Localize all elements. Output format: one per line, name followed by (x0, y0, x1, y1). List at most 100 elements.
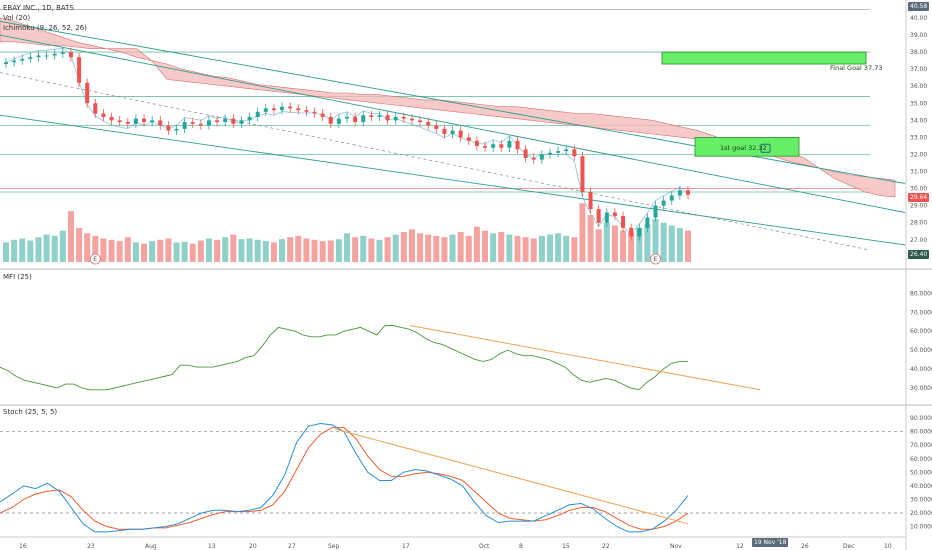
stoch-legend[interactable]: Stoch (25, 5, 5) (3, 408, 58, 416)
volume-bar (116, 241, 123, 262)
volume-bar (181, 241, 188, 262)
volume-bar (214, 239, 221, 262)
price-tick-label: 35.00 (910, 100, 927, 107)
stoch-k-line (0, 422, 689, 533)
candle-body (621, 215, 626, 228)
price-tick-label: 30.00 (910, 186, 927, 193)
mfi-tick-label: 30.0000 (910, 385, 932, 392)
candle-body (68, 52, 73, 58)
candle-body (409, 118, 414, 121)
candle-body (77, 57, 82, 83)
candle-body (661, 200, 666, 206)
candle-body (353, 116, 358, 123)
candle-body (101, 113, 106, 117)
candle-body (653, 205, 658, 218)
candle-body (466, 137, 471, 141)
candle-body (263, 108, 268, 112)
mfi-tick-label: 70.0000 (910, 309, 932, 316)
volume-bar (644, 224, 651, 262)
volume-bar (92, 235, 99, 262)
volume-legend[interactable]: Vol (20) (3, 14, 31, 22)
final-goal-label: Final Goal 37.73 (830, 64, 883, 72)
candle-body (198, 123, 203, 126)
candle-body (629, 227, 634, 237)
mfi-line (0, 325, 688, 391)
candle-body (393, 116, 398, 121)
candle-body (637, 227, 642, 237)
mfi-tick-label: 80.0000 (910, 290, 932, 297)
candle-body (369, 115, 374, 117)
volume-bar (449, 234, 456, 262)
time-tick-label: 16 (19, 543, 27, 550)
stoch-tick-label: 20.0000 (910, 510, 932, 517)
price-tick-label: 33.00 (910, 134, 927, 141)
candle-body (336, 118, 341, 124)
price-tick-label: 37.00 (910, 66, 927, 73)
volume-bar (514, 235, 521, 262)
volume-bar (344, 233, 350, 262)
candle-body (109, 116, 114, 121)
time-tick-label: 22 (602, 543, 610, 550)
candle-body (564, 149, 569, 152)
volume-bar (287, 237, 294, 262)
price-tick-label: 38.00 (910, 49, 927, 56)
volume-bar (498, 231, 505, 262)
last-price-tag: 29.64 (908, 193, 930, 202)
volume-bar (685, 230, 691, 262)
candle-body (296, 108, 301, 111)
volume-bar (254, 239, 261, 262)
candle-body (686, 190, 690, 195)
stoch-tick-label: 10.0000 (910, 524, 932, 531)
volume-bar (465, 235, 472, 262)
candle-body (377, 115, 382, 117)
dashed-trendline (0, 72, 871, 251)
price-tick-label: 39.00 (910, 32, 927, 39)
candle-body (255, 111, 260, 117)
volume-bar (676, 228, 683, 262)
mfi-legend[interactable]: MFI (25) (3, 273, 32, 281)
time-tick-label: 26 (801, 543, 809, 550)
volume-bar (11, 239, 18, 262)
price-tick-label: 34.00 (910, 117, 927, 124)
price-tick-label: 40.00 (910, 15, 927, 22)
candle-body (539, 154, 544, 160)
time-tick-label: 12 (736, 543, 744, 550)
time-tick-label: Oct (479, 543, 490, 550)
candle-body (523, 149, 528, 158)
candle-body (166, 125, 171, 131)
earnings-marker (89, 253, 101, 265)
volume-bar (230, 234, 237, 262)
candle-body (44, 55, 49, 57)
volume-bar (417, 233, 424, 262)
price-tick-label: 36.00 (910, 83, 927, 90)
volume-bar (620, 230, 627, 262)
stoch-tick-label: 40.0000 (910, 483, 932, 490)
candle-body (442, 128, 447, 134)
volume-bar (376, 239, 383, 262)
volume-bar (352, 237, 359, 262)
candle-body (223, 118, 228, 123)
volume-bar (108, 239, 115, 262)
volume-bar (132, 242, 139, 262)
time-tick-label: 13 (208, 543, 216, 550)
time-tick-label: Dec (843, 543, 855, 550)
volume-bar (205, 238, 212, 262)
candle-body (60, 52, 65, 54)
time-tick-label: Nov (670, 543, 682, 550)
volume-bar (490, 233, 497, 262)
candle-body (385, 115, 390, 121)
price-tick-label: 31.00 (910, 169, 927, 176)
volume-bar (327, 240, 334, 262)
volume-bar (270, 242, 277, 262)
price-tick-label: 28.00 (910, 220, 927, 227)
volume-bar (660, 222, 667, 262)
candle-body (271, 108, 276, 111)
volume-bar (189, 243, 196, 262)
candle-body (361, 115, 366, 123)
volume-bar (27, 240, 34, 262)
symbol-legend[interactable]: EBAY INC., 1D, BATS (3, 4, 74, 12)
candle-body (588, 192, 593, 210)
volume-bar (636, 228, 643, 262)
ichimoku-legend[interactable]: Ichimoku (9, 26, 52, 26) (3, 24, 87, 32)
